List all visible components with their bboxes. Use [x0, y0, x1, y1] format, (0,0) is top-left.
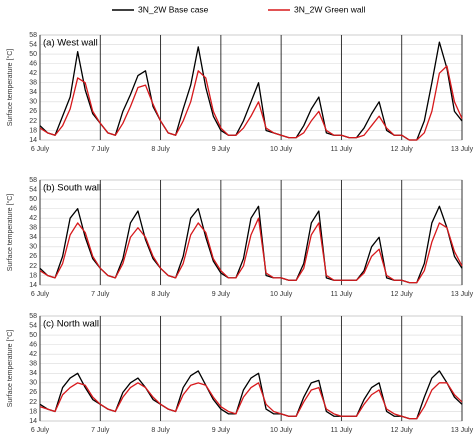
y-tick-label: 22	[29, 399, 37, 406]
x-tick-label: 9 July	[212, 146, 231, 153]
y-tick-label: 30	[29, 99, 37, 106]
panel-title: (a) West wall	[43, 38, 98, 49]
series-line	[39, 65, 463, 141]
y-tick-label: 30	[29, 244, 37, 251]
x-tick-label: 6 July	[31, 427, 50, 434]
x-tick-label: 10 July	[270, 146, 293, 153]
x-tick-label: 11 July	[331, 427, 353, 434]
y-tick-label: 46	[29, 341, 37, 348]
y-tick-label: 42	[29, 215, 37, 222]
y-axis-label: Surface temperature [°C]	[6, 194, 14, 272]
series-line	[39, 217, 463, 284]
x-tick-label: 12 July	[391, 146, 414, 153]
series-line	[39, 382, 463, 420]
x-tick-label: 9 July	[212, 427, 231, 434]
legend-label: 3N_2W Green wall	[294, 4, 365, 14]
y-tick-label: 34	[29, 234, 37, 241]
x-tick-label: 11 July	[331, 146, 353, 153]
y-tick-label: 54	[29, 186, 37, 193]
y-tick-label: 50	[29, 196, 37, 203]
y-tick-label: 38	[29, 80, 37, 87]
x-tick-label: 13 July	[451, 427, 474, 434]
y-tick-label: 46	[29, 60, 37, 67]
x-tick-label: 11 July	[331, 291, 353, 298]
panel-title: (c) North wall	[43, 319, 99, 330]
y-tick-label: 50	[29, 51, 37, 58]
y-tick-label: 54	[29, 41, 37, 48]
panel-title: (b) South wall	[43, 183, 101, 194]
y-tick-label: 22	[29, 263, 37, 270]
y-tick-label: 26	[29, 108, 37, 115]
y-tick-label: 58	[29, 313, 37, 320]
y-tick-label: 14	[29, 418, 37, 425]
y-tick-label: 18	[29, 127, 37, 134]
y-tick-label: 42	[29, 70, 37, 77]
plot-area	[39, 315, 463, 422]
y-tick-label: 26	[29, 253, 37, 260]
x-tick-label: 8 July	[151, 146, 170, 153]
x-tick-label: 6 July	[31, 146, 50, 153]
legend-label: 3N_2W Base case	[138, 4, 209, 14]
y-tick-label: 30	[29, 380, 37, 387]
y-tick-label: 34	[29, 89, 37, 96]
y-axis-label: Surface temperature [°C]	[6, 330, 14, 408]
y-tick-label: 18	[29, 408, 37, 415]
y-tick-label: 58	[29, 32, 37, 39]
x-tick-label: 12 July	[391, 427, 414, 434]
y-tick-label: 14	[29, 282, 37, 289]
y-tick-label: 22	[29, 118, 37, 125]
x-tick-label: 7 July	[91, 291, 110, 298]
y-tick-label: 18	[29, 272, 37, 279]
y-tick-label: 46	[29, 205, 37, 212]
y-tick-label: 34	[29, 370, 37, 377]
x-tick-label: 12 July	[391, 291, 414, 298]
y-tick-label: 38	[29, 225, 37, 232]
x-tick-label: 8 July	[151, 291, 170, 298]
x-tick-label: 7 July	[91, 427, 110, 434]
x-tick-label: 13 July	[451, 146, 474, 153]
x-tick-label: 10 July	[270, 291, 293, 298]
x-tick-label: 13 July	[451, 291, 474, 298]
y-tick-label: 38	[29, 361, 37, 368]
y-tick-label: 54	[29, 322, 37, 329]
y-tick-label: 42	[29, 351, 37, 358]
x-tick-label: 6 July	[31, 291, 50, 298]
y-tick-label: 58	[29, 177, 37, 184]
plot-area	[39, 179, 463, 286]
y-tick-label: 50	[29, 332, 37, 339]
x-tick-label: 7 July	[91, 146, 110, 153]
x-tick-label: 10 July	[270, 427, 293, 434]
y-tick-label: 26	[29, 389, 37, 396]
x-tick-label: 9 July	[212, 291, 231, 298]
x-tick-label: 8 July	[151, 427, 170, 434]
y-axis-label: Surface temperature [°C]	[6, 49, 14, 127]
plot-area	[39, 34, 463, 141]
y-tick-label: 14	[29, 137, 37, 144]
